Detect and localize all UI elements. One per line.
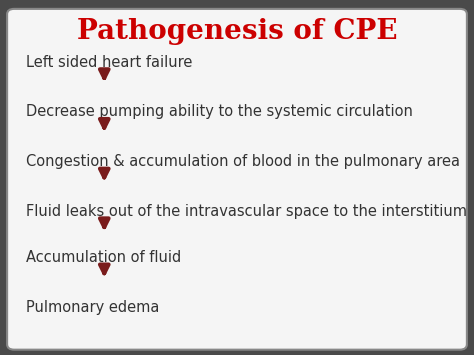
FancyBboxPatch shape xyxy=(7,9,467,350)
Text: Pathogenesis of CPE: Pathogenesis of CPE xyxy=(77,18,397,45)
Text: Congestion & accumulation of blood in the pulmonary area: Congestion & accumulation of blood in th… xyxy=(26,154,460,169)
Text: Decrease pumping ability to the systemic circulation: Decrease pumping ability to the systemic… xyxy=(26,104,413,119)
Text: Accumulation of fluid: Accumulation of fluid xyxy=(26,250,182,265)
Text: Pulmonary edema: Pulmonary edema xyxy=(26,300,159,315)
Text: Fluid leaks out of the intravascular space to the interstitium: Fluid leaks out of the intravascular spa… xyxy=(26,204,467,219)
Text: Left sided heart failure: Left sided heart failure xyxy=(26,55,192,70)
